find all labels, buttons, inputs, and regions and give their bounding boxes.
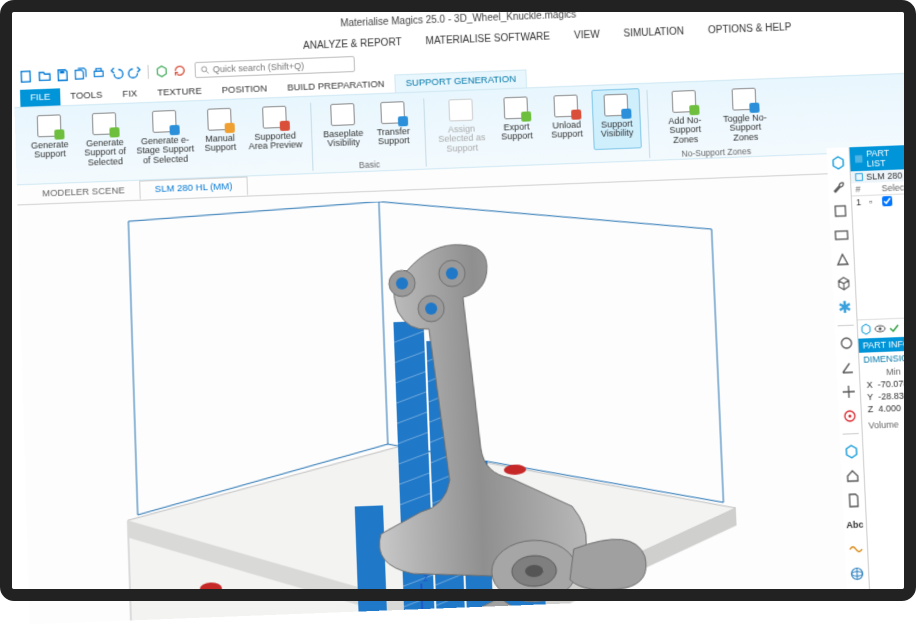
panel-mini-icons xyxy=(857,317,916,339)
tab-fix[interactable]: FIX xyxy=(112,85,147,103)
tool-page-icon[interactable] xyxy=(844,491,863,510)
btn-add-nosupport-zones[interactable]: Add No-Support Zones xyxy=(654,85,715,148)
btn-assign-selected-as-support: Assign Selected as Support xyxy=(431,94,491,157)
part-swatch: ▫ xyxy=(869,196,879,206)
btn-unload-support[interactable]: Unload Support xyxy=(541,90,592,152)
btn-manual-support[interactable]: Manual Support xyxy=(195,103,245,165)
tab-position[interactable]: POSITION xyxy=(211,80,277,100)
viewport-3d[interactable]: x y z xyxy=(17,174,848,624)
ribbon-group-0: Generate Support Generate Support of Sel… xyxy=(21,101,310,184)
panel-spacer xyxy=(852,206,916,319)
tool-home-icon[interactable] xyxy=(843,467,862,486)
btn-generate-estage[interactable]: Generate e-Stage Support of Selected xyxy=(135,105,195,168)
ribbon-separator xyxy=(646,90,650,158)
list-icon xyxy=(854,154,864,164)
qat-new-icon[interactable] xyxy=(19,69,33,84)
tool-snowflake-icon[interactable]: ✱ xyxy=(835,298,854,317)
qat-refresh-icon[interactable] xyxy=(172,63,186,78)
ribbon-separator xyxy=(423,98,427,166)
ribbon-group-basic: Baseplate Visibility Transfer Support Ba… xyxy=(314,97,423,173)
scene-icon xyxy=(855,172,864,182)
ribbon-group-nosupport: Add No-Support Zones Toggle No-Support Z… xyxy=(650,83,779,160)
app-screen: Materialise Magics 25.0 - 3D_Wheel_Knuck… xyxy=(12,0,916,624)
tool-cube3-icon[interactable] xyxy=(842,442,861,461)
mini-eye-icon[interactable] xyxy=(874,322,887,335)
svg-text:z: z xyxy=(423,573,428,584)
quick-search-placeholder: Quick search (Shift+Q) xyxy=(213,61,305,75)
part-select-checkbox[interactable] xyxy=(882,196,892,206)
dim-z: Z 4.000 xyxy=(861,401,916,416)
tab-tools[interactable]: TOOLS xyxy=(60,86,113,105)
tab-file[interactable]: FILE xyxy=(20,88,61,107)
menu-materialise-software[interactable]: MATERIALISE SOFTWARE xyxy=(425,31,550,47)
btn-generate-support[interactable]: Generate Support xyxy=(25,110,75,172)
menu-simulation[interactable]: SIMULATION xyxy=(623,26,684,39)
tool-arrows-icon[interactable] xyxy=(839,382,858,401)
tool-box2-icon[interactable] xyxy=(832,226,851,245)
group-label-basic: Basic xyxy=(359,157,380,171)
qat-separator xyxy=(147,65,148,79)
btn-generate-support-selected[interactable]: Generate Support of Selected xyxy=(75,108,135,171)
tool-abc-icon[interactable]: Abc xyxy=(845,515,864,534)
menu-analyze[interactable]: ANALYZE & REPORT xyxy=(303,37,402,52)
toolbar-separator xyxy=(838,325,854,327)
qat-saveall-icon[interactable] xyxy=(73,67,87,82)
tab-texture[interactable]: TEXTURE xyxy=(147,83,212,102)
tool-target-icon[interactable] xyxy=(840,407,859,426)
mini-check-icon[interactable] xyxy=(888,322,901,335)
mini-cube-icon[interactable] xyxy=(860,323,873,336)
build-volume: x y z xyxy=(88,188,749,624)
group-label-nosupport: No-Support Zones xyxy=(681,144,751,160)
tool-cube2-icon[interactable] xyxy=(834,274,853,293)
qat-save-icon[interactable] xyxy=(55,68,69,83)
qat-redo-icon[interactable] xyxy=(127,65,141,80)
ribbon-separator xyxy=(310,103,313,171)
qat-print-icon[interactable] xyxy=(91,67,105,82)
tool-cube-icon[interactable] xyxy=(829,153,848,172)
btn-baseplate-visibility[interactable]: Baseplate Visibility xyxy=(318,99,368,152)
tool-circle-icon[interactable] xyxy=(837,334,856,353)
qat-undo-icon[interactable] xyxy=(109,66,123,81)
tool-wave-icon[interactable] xyxy=(846,540,865,559)
btn-transfer-support[interactable]: Transfer Support xyxy=(368,97,418,150)
tool-box-icon[interactable] xyxy=(831,202,850,221)
search-icon xyxy=(200,65,210,75)
dim-volume-label: Volume xyxy=(862,417,916,432)
tool-globe-icon[interactable] xyxy=(848,564,867,583)
toolbar-separator xyxy=(843,433,859,435)
tool-triangle-icon[interactable] xyxy=(833,250,852,269)
tool-heatmap-icon[interactable] xyxy=(849,589,868,608)
btn-toggle-nosupport-zones[interactable]: Toggle No-Support Zones xyxy=(714,83,775,146)
btn-export-support[interactable]: Export Support xyxy=(491,92,541,154)
menu-options-help[interactable]: OPTIONS & HELP xyxy=(708,22,792,36)
tool-wrench-icon[interactable] xyxy=(830,178,849,197)
ribbon-group-2: Assign Selected as Support Export Suppor… xyxy=(427,88,646,169)
mini-x-icon[interactable] xyxy=(902,321,915,334)
part-list-header[interactable]: PART LIST xyxy=(850,145,912,171)
menu-view[interactable]: VIEW xyxy=(574,29,600,41)
qat-open-icon[interactable] xyxy=(37,69,51,84)
qat-cube-icon[interactable] xyxy=(154,64,168,79)
btn-support-visibility[interactable]: Support Visibility xyxy=(591,88,642,150)
tool-angle-icon[interactable] xyxy=(838,358,857,377)
btn-supported-area-preview[interactable]: Supported Area Preview xyxy=(245,101,305,164)
